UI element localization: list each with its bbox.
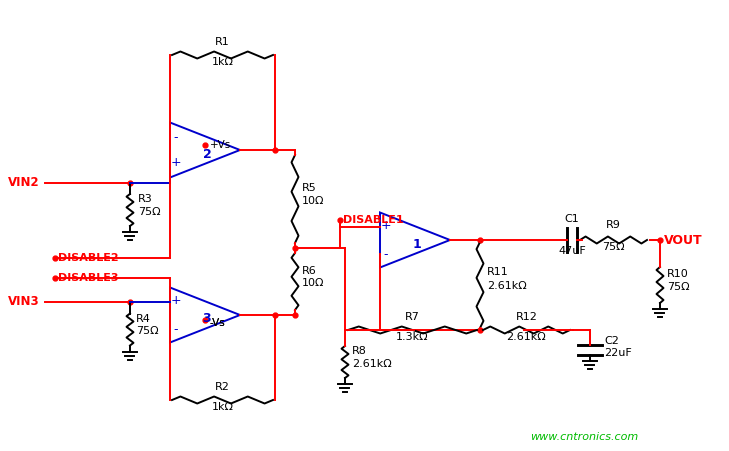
Text: R11: R11	[487, 267, 509, 277]
Text: R1: R1	[215, 37, 230, 47]
Text: -: -	[174, 131, 179, 144]
Text: VIN3: VIN3	[8, 295, 39, 308]
Text: R12: R12	[515, 312, 537, 322]
Text: R6: R6	[302, 266, 316, 276]
Text: R7: R7	[405, 312, 420, 322]
Text: 2: 2	[203, 147, 211, 161]
Text: 75Ω: 75Ω	[138, 207, 160, 217]
Text: C2: C2	[604, 336, 619, 346]
Text: R10: R10	[667, 269, 689, 279]
Text: -Vs: -Vs	[210, 318, 226, 328]
Text: DISABLE1: DISABLE1	[343, 215, 404, 225]
Text: R2: R2	[215, 382, 230, 392]
Text: DISABLE2: DISABLE2	[58, 253, 119, 263]
Text: +: +	[381, 219, 391, 232]
Text: VIN2: VIN2	[8, 176, 39, 189]
Text: 1kΩ: 1kΩ	[211, 57, 233, 67]
Text: 2.61kΩ: 2.61kΩ	[352, 359, 391, 369]
Text: +: +	[171, 156, 182, 169]
Text: 1kΩ: 1kΩ	[211, 402, 233, 412]
Text: 47uF: 47uF	[558, 246, 586, 256]
Text: 3: 3	[203, 313, 211, 326]
Text: -Vs: -Vs	[210, 318, 226, 328]
Text: R8: R8	[352, 346, 367, 356]
Text: VOUT: VOUT	[664, 234, 703, 247]
Text: 75Ω: 75Ω	[602, 242, 625, 252]
Text: 75Ω: 75Ω	[136, 327, 159, 336]
Text: 10Ω: 10Ω	[302, 196, 324, 206]
Text: 1.3kΩ: 1.3kΩ	[396, 332, 429, 342]
Text: 75Ω: 75Ω	[667, 282, 690, 292]
Text: www.cntronics.com: www.cntronics.com	[530, 432, 639, 442]
Text: R3: R3	[138, 194, 153, 204]
Text: 10Ω: 10Ω	[302, 279, 324, 289]
Text: +Vs: +Vs	[210, 140, 231, 150]
Text: 2.61kΩ: 2.61kΩ	[507, 332, 546, 342]
Text: 22uF: 22uF	[604, 348, 632, 358]
Text: R9: R9	[606, 220, 621, 230]
Text: 2.61kΩ: 2.61kΩ	[487, 281, 527, 291]
Text: -: -	[174, 323, 179, 336]
Text: 1: 1	[413, 238, 421, 250]
Text: R4: R4	[136, 313, 151, 323]
Text: C1: C1	[565, 214, 580, 224]
Text: -: -	[383, 248, 389, 261]
Text: +: +	[171, 294, 182, 307]
Text: DISABLE3: DISABLE3	[58, 273, 119, 283]
Text: R5: R5	[302, 183, 316, 193]
